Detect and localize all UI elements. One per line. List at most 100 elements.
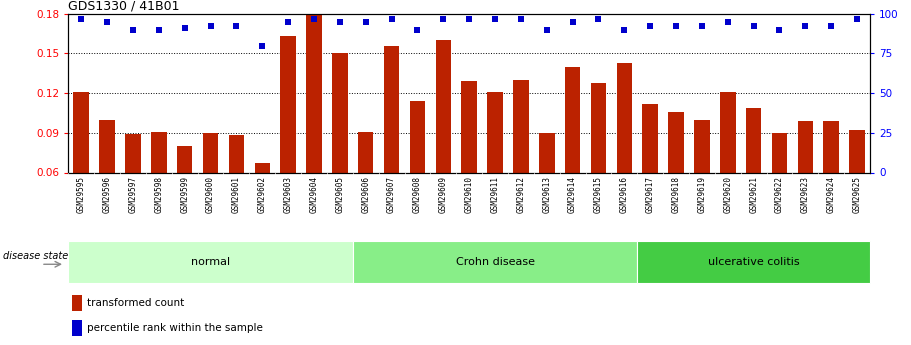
Point xyxy=(230,24,244,29)
Bar xyxy=(333,53,348,172)
Text: GSM29596: GSM29596 xyxy=(103,176,112,213)
Text: GSM29598: GSM29598 xyxy=(154,176,163,213)
Bar xyxy=(849,130,865,172)
Text: GSM29623: GSM29623 xyxy=(801,176,810,213)
Text: GSM29609: GSM29609 xyxy=(439,176,448,213)
Bar xyxy=(410,101,425,172)
Text: ulcerative colitis: ulcerative colitis xyxy=(708,257,800,267)
Text: GSM29608: GSM29608 xyxy=(413,176,422,213)
Text: GSM29621: GSM29621 xyxy=(749,176,758,213)
Point xyxy=(591,16,606,21)
Text: GSM29615: GSM29615 xyxy=(594,176,603,213)
Bar xyxy=(694,120,710,172)
Text: GSM29595: GSM29595 xyxy=(77,176,86,213)
Bar xyxy=(203,133,219,172)
Bar xyxy=(720,92,735,172)
Text: GSM29597: GSM29597 xyxy=(128,176,138,213)
Bar xyxy=(669,112,684,172)
Text: GSM29620: GSM29620 xyxy=(723,176,732,213)
Point xyxy=(824,24,838,29)
Text: GSM29601: GSM29601 xyxy=(232,176,241,213)
Text: GSM29606: GSM29606 xyxy=(362,176,370,213)
Bar xyxy=(772,133,787,172)
Bar xyxy=(824,121,839,172)
Point xyxy=(773,27,787,32)
Bar xyxy=(384,46,399,172)
Text: GSM29610: GSM29610 xyxy=(465,176,474,213)
Bar xyxy=(513,80,528,172)
Point xyxy=(151,27,166,32)
Text: GSM29618: GSM29618 xyxy=(671,176,681,213)
Bar xyxy=(435,40,451,172)
Point xyxy=(100,19,115,24)
Bar xyxy=(353,241,638,283)
Bar xyxy=(254,163,270,172)
Text: GSM29622: GSM29622 xyxy=(775,176,784,213)
Point xyxy=(669,24,683,29)
Bar xyxy=(642,104,658,172)
Bar xyxy=(638,241,870,283)
Point xyxy=(384,16,399,21)
Bar xyxy=(746,108,762,172)
Point xyxy=(410,27,425,32)
Text: GSM29614: GSM29614 xyxy=(568,176,577,213)
Text: GSM29616: GSM29616 xyxy=(619,176,629,213)
Bar xyxy=(281,36,296,172)
Text: GSM29605: GSM29605 xyxy=(335,176,344,213)
Point xyxy=(643,24,658,29)
Text: GSM29604: GSM29604 xyxy=(310,176,319,213)
Text: GSM29603: GSM29603 xyxy=(283,176,292,213)
Text: transformed count: transformed count xyxy=(87,298,184,308)
Bar xyxy=(72,320,82,336)
Bar xyxy=(125,134,140,172)
Point xyxy=(539,27,554,32)
Point xyxy=(798,24,813,29)
Text: GSM29624: GSM29624 xyxy=(826,176,835,213)
Point xyxy=(746,24,761,29)
Point xyxy=(358,19,373,24)
Text: GSM29613: GSM29613 xyxy=(542,176,551,213)
Text: GSM29611: GSM29611 xyxy=(490,176,499,213)
Text: GSM29619: GSM29619 xyxy=(698,176,706,213)
Text: GSM29600: GSM29600 xyxy=(206,176,215,213)
Bar xyxy=(72,295,82,311)
Point xyxy=(566,19,580,24)
Bar xyxy=(798,121,814,172)
Point xyxy=(203,24,218,29)
Text: GSM29617: GSM29617 xyxy=(646,176,655,213)
Point xyxy=(721,19,735,24)
Bar xyxy=(590,82,606,172)
Text: GSM29612: GSM29612 xyxy=(517,176,526,213)
Text: GSM29625: GSM29625 xyxy=(853,176,862,213)
Text: normal: normal xyxy=(191,257,230,267)
Bar xyxy=(177,146,192,172)
Point xyxy=(126,27,140,32)
Bar xyxy=(68,241,353,283)
Point xyxy=(850,16,865,21)
Text: Crohn disease: Crohn disease xyxy=(456,257,535,267)
Bar xyxy=(151,131,167,172)
Text: GDS1330 / 41B01: GDS1330 / 41B01 xyxy=(68,0,179,13)
Text: disease state: disease state xyxy=(4,251,68,261)
Point xyxy=(74,16,88,21)
Point xyxy=(178,25,192,31)
Text: GSM29607: GSM29607 xyxy=(387,176,396,213)
Bar xyxy=(99,120,115,172)
Point xyxy=(617,27,631,32)
Point xyxy=(694,24,709,29)
Bar xyxy=(617,63,632,172)
Bar xyxy=(306,15,322,172)
Point xyxy=(487,16,502,21)
Text: percentile rank within the sample: percentile rank within the sample xyxy=(87,323,262,333)
Bar xyxy=(358,131,374,172)
Bar xyxy=(487,92,503,172)
Text: GSM29602: GSM29602 xyxy=(258,176,267,213)
Bar xyxy=(565,67,580,172)
Bar xyxy=(74,92,89,172)
Point xyxy=(307,16,322,21)
Point xyxy=(514,16,528,21)
Bar xyxy=(461,81,477,172)
Point xyxy=(462,16,476,21)
Bar xyxy=(229,136,244,172)
Point xyxy=(281,19,295,24)
